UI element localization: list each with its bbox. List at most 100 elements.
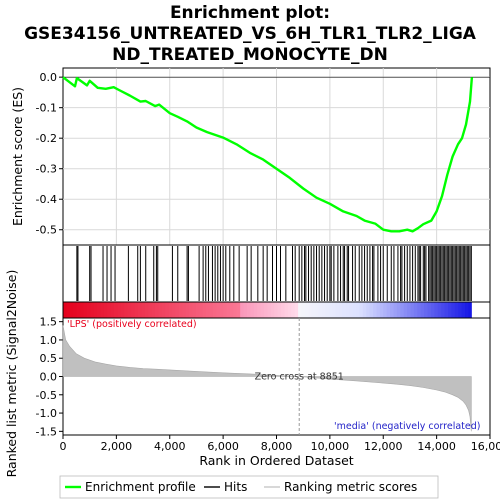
- heatmap-cell: [430, 302, 435, 318]
- heatmap-cell: [407, 302, 412, 318]
- metric-tick-label: -0.5: [36, 389, 57, 402]
- heatmap-cell: [393, 302, 398, 318]
- heatmap-cell: [448, 302, 453, 318]
- x-axis: 0 2,000 4,000 6,000 8,000 10,000 12,000 14,000 1…: [60, 435, 500, 468]
- heatmap-cell: [240, 302, 245, 318]
- heatmap-cell: [158, 302, 163, 318]
- es-tick-label: -0.5: [36, 224, 57, 237]
- heatmap-cell: [369, 302, 374, 318]
- heatmap-cell: [417, 302, 422, 318]
- heatmap-cell: [189, 302, 194, 318]
- zero-cross-label: Zero cross at 8851: [255, 372, 344, 383]
- x-tick-label: 14,000: [417, 440, 456, 453]
- title-line: ND_TREATED_MONOCYTE_DN: [112, 45, 388, 65]
- heatmap-cell: [192, 302, 197, 318]
- es-tick-label: -0.2: [36, 132, 57, 145]
- heatmap-cell: [281, 302, 286, 318]
- heatmap-cell: [100, 302, 105, 318]
- heatmap-cell: [243, 302, 248, 318]
- heatmap-cell: [80, 302, 85, 318]
- es-panel: 0.0 -0.1 -0.2 -0.3 -0.4 -0.5 Enrichment score …: [10, 67, 491, 246]
- heatmap-cell: [120, 302, 125, 318]
- es-tick-label: -0.3: [36, 163, 57, 176]
- heatmap-empty: [471, 302, 490, 318]
- heatmap-cell: [236, 302, 241, 318]
- heatmap-cell: [154, 302, 159, 318]
- heatmap-cell: [315, 302, 320, 318]
- heatmap-cell: [291, 302, 296, 318]
- heatmap-cell: [141, 302, 146, 318]
- heatmap-cell: [373, 302, 378, 318]
- heatmap-cell: [400, 302, 405, 318]
- heatmap-cell: [148, 302, 153, 318]
- heatmap-cell: [165, 302, 170, 318]
- heatmap-cell: [103, 302, 108, 318]
- x-tick-label: 10,000: [311, 440, 350, 453]
- rank-heatmap: [62, 301, 491, 319]
- heatmap-cell: [413, 302, 418, 318]
- heatmap-cell: [434, 302, 439, 318]
- heatmap-cell: [437, 302, 442, 318]
- heatmap-cell: [287, 302, 292, 318]
- heatmap-cell: [168, 302, 173, 318]
- es-tick-label: -0.4: [36, 193, 57, 206]
- heatmap-cell: [246, 302, 251, 318]
- heatmap-cell: [110, 302, 115, 318]
- heatmap-cell: [294, 302, 299, 318]
- heatmap-cell: [284, 302, 289, 318]
- heatmap-cell: [216, 302, 221, 318]
- ranking-metric-area: [62, 325, 472, 432]
- heatmap-cell: [161, 302, 166, 318]
- heatmap-cell: [444, 302, 449, 318]
- heatmap-cell: [63, 302, 68, 318]
- heatmap-cell: [69, 302, 74, 318]
- heatmap-cell: [396, 302, 401, 318]
- x-tick-label: 16,000: [471, 440, 500, 453]
- heatmap-cell: [250, 302, 255, 318]
- heatmap-cell: [257, 302, 262, 318]
- x-tick-label: 4,000: [154, 440, 186, 453]
- heatmap-cell: [461, 302, 466, 318]
- heatmap-cell: [212, 302, 217, 318]
- heatmap-cell: [386, 302, 391, 318]
- heatmap-cell: [338, 302, 343, 318]
- heatmap-cell: [131, 302, 136, 318]
- heatmap-cell: [86, 302, 91, 318]
- legend-box: [59, 475, 439, 499]
- heatmap-cell: [127, 302, 132, 318]
- x-axis-label: Rank in Ordered Dataset: [199, 453, 353, 468]
- heatmap-cell: [124, 302, 129, 318]
- heatmap-cell: [144, 302, 149, 318]
- heatmap-cell: [83, 302, 88, 318]
- metric-tick-label: 1.0: [40, 334, 58, 347]
- heatmap-cell: [195, 302, 200, 318]
- heatmap-cell: [219, 302, 224, 318]
- metric-tick-label: -1.0: [36, 407, 57, 420]
- title-line: GSE34156_UNTREATED_VS_6H_TLR1_TLR2_LIGA: [24, 24, 477, 44]
- heatmap-cell: [134, 302, 139, 318]
- legend: Enrichment profile Hits Ranking metric sco…: [59, 475, 439, 499]
- x-tick-label: 8,000: [261, 440, 293, 453]
- heatmap-cell: [260, 302, 265, 318]
- metric-tick-label: 1.5: [40, 316, 58, 329]
- heatmap-cell: [73, 302, 78, 318]
- heatmap-cell: [362, 302, 367, 318]
- positive-label: 'LPS' (positively correlated): [67, 319, 197, 330]
- heatmap-cell: [206, 302, 211, 318]
- heatmap-cell: [301, 302, 306, 318]
- heatmap-cell: [465, 302, 470, 318]
- title-line: Enrichment plot:: [170, 3, 330, 23]
- metric-tick-label: 0.5: [40, 352, 58, 365]
- heatmap-cell: [328, 302, 333, 318]
- x-tick-label: 0: [60, 440, 67, 453]
- hits-panel: [62, 244, 491, 303]
- metric-panel: 1.5 1.0 0.5 0.0 -0.5 -1.0 -1.5 Zero cross at 88…: [4, 270, 491, 477]
- heatmap-cell: [185, 302, 190, 318]
- heatmap-cell: [335, 302, 340, 318]
- legend-label-metric: Ranking metric scores: [284, 480, 417, 494]
- heatmap-cell: [410, 302, 415, 318]
- es-tick-label: 0.0: [40, 71, 58, 84]
- heatmap-cell: [379, 302, 384, 318]
- heatmap-cell: [298, 302, 303, 318]
